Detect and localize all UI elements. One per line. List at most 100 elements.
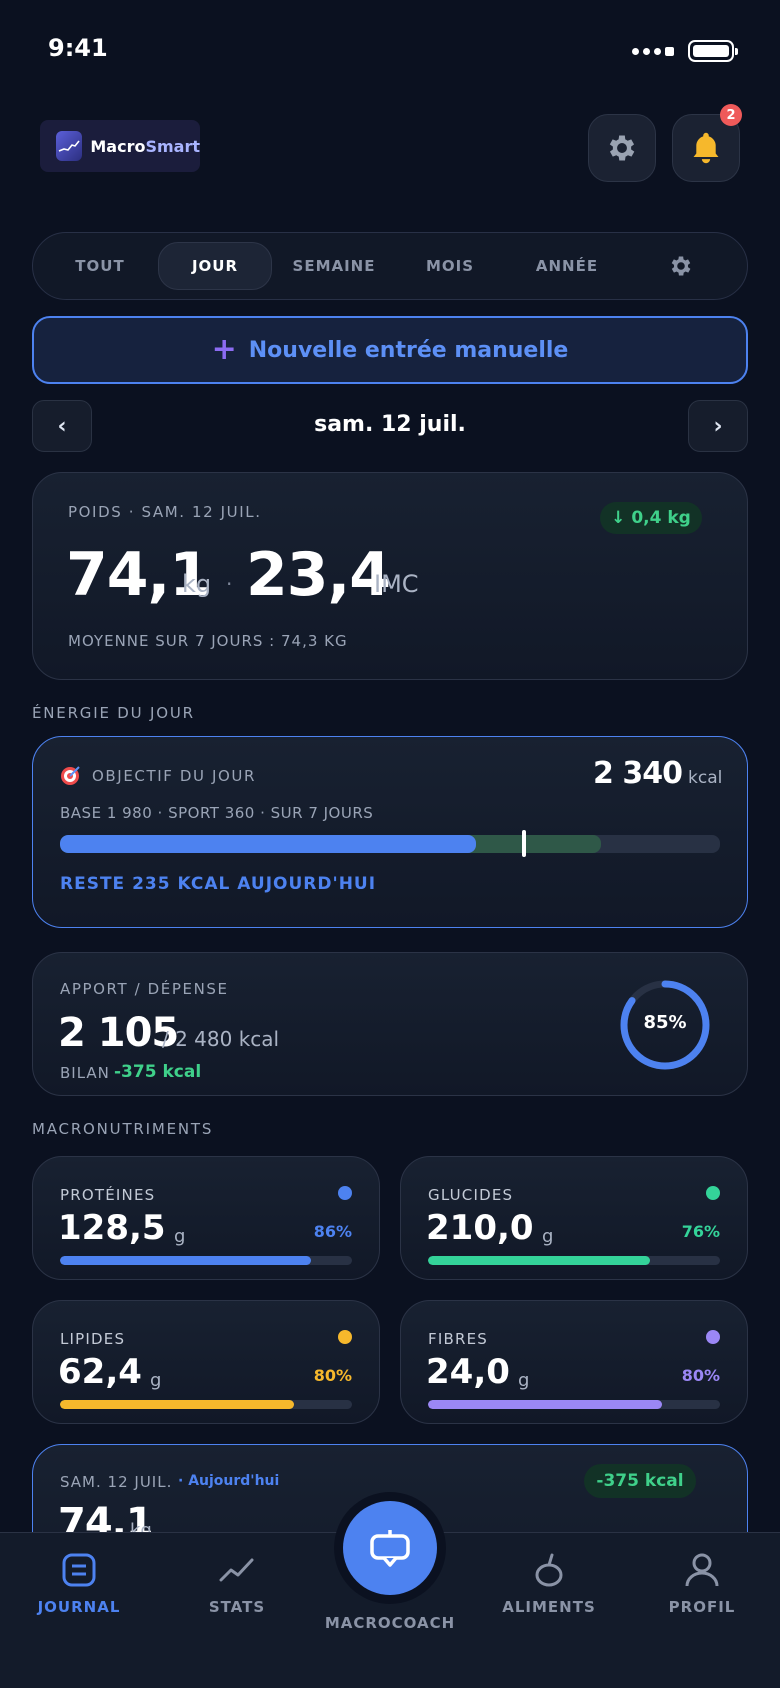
macro-unit: g [518,1370,530,1391]
macro-percent: 80% [313,1366,352,1385]
macro-progress-fill [60,1400,294,1409]
tab-tout[interactable]: TOUT [75,257,125,275]
macro-progress-fill [60,1256,312,1265]
balance-value: -375 kcal [114,1062,202,1082]
goal-consumed-fill [60,835,476,853]
tab-settings[interactable] [656,242,706,290]
plus-icon: + [211,332,237,367]
weight-average: MOYENNE SUR 7 JOURS : 74,3 KG [68,632,348,650]
nav-journal-label: JOURNAL [37,1598,121,1616]
day-today-label: · Aujourd'hui [178,1473,280,1489]
macro-progress-bar [428,1256,720,1265]
goal-progress-bar [60,835,720,853]
goal-title: OBJECTIF DU JOUR [92,767,256,785]
period-tabs [32,232,748,300]
weight-separator: · [226,572,233,596]
previous-day-button[interactable]: ‹ [32,400,92,452]
tab-jour[interactable]: JOUR [158,242,272,290]
goal-unit: kcal [688,768,723,788]
macro-value: 24,0 [426,1352,510,1392]
stats-line-icon [219,1558,254,1582]
macro-value: 62,4 [58,1352,142,1392]
macro-progress-bar [60,1400,352,1409]
macro-percent: 86% [313,1222,352,1241]
signal-icon [632,46,674,56]
nav-aliments-label: ALIMENTS [502,1598,596,1616]
macro-color-dot [338,1330,352,1344]
current-date: sam. 12 juil. [314,412,466,437]
tab-mois[interactable]: MOIS [425,257,475,275]
macro-unit: g [542,1226,554,1247]
target-icon [60,764,82,790]
nav-profil-label: PROFIL [668,1598,736,1616]
nav-coach-label[interactable]: MACROCOACH [324,1614,456,1632]
bmi-label: IMC [374,570,419,598]
macro-unit: g [150,1370,162,1391]
intake-card[interactable] [32,952,748,1096]
chart-logo-icon [56,131,83,161]
settings-button[interactable] [588,114,656,182]
next-day-button[interactable]: › [688,400,748,452]
macro-percent: 80% [681,1366,720,1385]
status-time: 9:41 [48,34,108,62]
notification-badge: 2 [720,104,742,126]
macro-name: PROTÉINES [60,1186,156,1204]
new-entry-label: Nouvelle entrée manuelle [248,337,569,363]
bell-icon [693,132,719,164]
macro-progress-fill [428,1256,650,1265]
nav-aliments[interactable]: ALIMENTS [489,1552,609,1616]
macro-value: 128,5 [58,1208,166,1248]
coach-button-ring [334,1492,446,1604]
macros-section-title: MACRONUTRIMENTS [32,1120,214,1138]
macro-progress-bar [428,1400,720,1409]
macro-value: 210,0 [426,1208,534,1248]
macro-name: GLUCIDES [428,1186,514,1204]
day-date: SAM. 12 JUIL. [60,1473,173,1491]
macro-progress-fill [428,1400,662,1409]
chat-bubble-icon [370,1530,410,1567]
gear-icon [609,135,635,161]
macrocoach-button[interactable] [343,1501,437,1595]
intake-total: / 2 480 kcal [162,1027,280,1051]
macro-color-dot [706,1330,720,1344]
macro-name: LIPIDES [60,1330,126,1348]
journal-icon [62,1553,96,1587]
intake-caption: APPORT / DÉPENSE [60,980,229,998]
balance-label: BILAN [60,1064,110,1082]
battery-icon [688,40,738,62]
weight-delta-badge: ↓ 0,4 kg [600,502,702,534]
app-logo[interactable]: MacroSmart [40,120,200,172]
new-manual-entry-button[interactable]: + Nouvelle entrée manuelle [32,316,748,384]
goal-remaining: RESTE 235 KCAL AUJOURD'HUI [60,874,377,894]
user-icon [685,1553,719,1587]
apple-icon [535,1553,563,1587]
nav-profil[interactable]: PROFIL [642,1552,762,1616]
day-balance-badge: -375 kcal [584,1464,696,1498]
macro-name: FIBRES [428,1330,488,1348]
intake-ring-progress [620,980,710,1070]
goal-breakdown: BASE 1 980 · SPORT 360 · SUR 7 JOURS [60,804,374,822]
macro-color-dot [338,1186,352,1200]
weight-value: 74,1 [66,540,211,610]
goal-marker [522,830,526,857]
goal-value: 2 340 [593,756,683,791]
nav-stats[interactable]: STATS [177,1552,297,1616]
weight-unit: kg [182,570,212,598]
intake-ring [620,980,710,1070]
tab-annee[interactable]: ANNÉE [535,257,599,275]
nav-journal[interactable]: JOURNAL [19,1552,139,1616]
status-indicators [632,40,738,62]
brand-name: MacroSmart [90,136,200,156]
intake-ring-label: 85% [643,1012,687,1033]
bmi-value: 23,4 [246,540,391,610]
nav-stats-label: STATS [208,1598,266,1616]
gear-icon [671,256,691,276]
macro-progress-bar [60,1256,352,1265]
tab-semaine[interactable]: SEMAINE [292,257,376,275]
intake-value: 2 105 [58,1010,179,1056]
macro-percent: 76% [681,1222,720,1241]
daily-goal-card[interactable] [32,736,748,928]
energy-section-title: ÉNERGIE DU JOUR [32,704,195,722]
weight-caption: POIDS · SAM. 12 JUIL. [68,503,262,521]
macro-color-dot [706,1186,720,1200]
